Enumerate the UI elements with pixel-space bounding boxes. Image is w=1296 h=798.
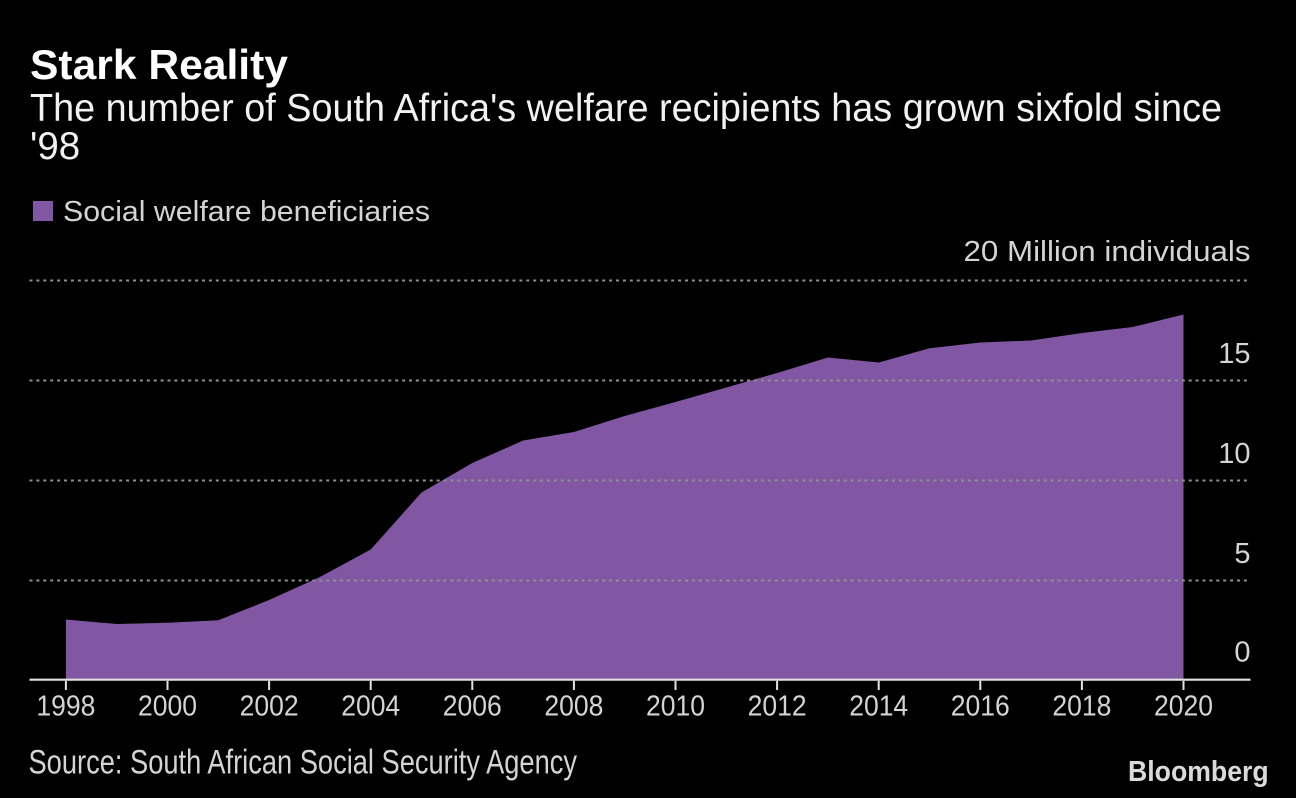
svg-text:2012: 2012 <box>748 691 807 723</box>
svg-text:2018: 2018 <box>1052 691 1111 723</box>
svg-text:15: 15 <box>1218 338 1250 370</box>
svg-text:1998: 1998 <box>36 691 95 723</box>
svg-text:20 Million individuals: 20 Million individuals <box>964 236 1251 268</box>
svg-text:2010: 2010 <box>646 691 705 723</box>
svg-text:2006: 2006 <box>443 691 502 723</box>
svg-text:2002: 2002 <box>240 691 299 723</box>
svg-text:5: 5 <box>1234 538 1250 570</box>
svg-text:2020: 2020 <box>1154 691 1213 723</box>
svg-text:2004: 2004 <box>341 691 400 723</box>
svg-text:The number of South Africa's w: The number of South Africa's welfare rec… <box>30 87 1222 130</box>
svg-text:Bloomberg: Bloomberg <box>1128 756 1269 788</box>
svg-text:Social welfare beneficiaries: Social welfare beneficiaries <box>63 196 430 228</box>
svg-text:2000: 2000 <box>138 691 197 723</box>
svg-text:2014: 2014 <box>849 691 908 723</box>
svg-text:2016: 2016 <box>951 691 1010 723</box>
svg-text:'98: '98 <box>30 125 80 168</box>
svg-text:Stark Reality: Stark Reality <box>30 41 288 88</box>
svg-text:Source: South African Social S: Source: South African Social Security Ag… <box>29 743 578 781</box>
svg-text:10: 10 <box>1218 438 1250 470</box>
svg-text:0: 0 <box>1234 637 1250 669</box>
svg-text:2008: 2008 <box>544 691 603 723</box>
